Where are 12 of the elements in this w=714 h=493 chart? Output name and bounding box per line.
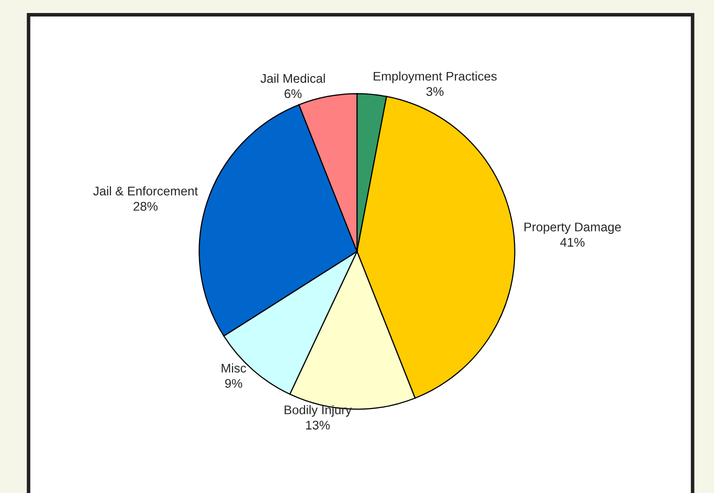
slice-label: Employment Practices — [374, 71, 497, 84]
slice-label: Jail & Enforcement — [93, 186, 198, 196]
data-label: 3% — [426, 87, 444, 96]
data-label: 28% — [134, 202, 158, 211]
slice-label: Misc — [222, 363, 246, 373]
slice-label: Bodily Injury — [284, 405, 352, 417]
data-label: 6% — [284, 89, 302, 98]
slice-label: Property Damage — [524, 222, 621, 234]
data-label: 13% — [306, 420, 330, 430]
slice-label: Jail Medical — [260, 74, 325, 83]
data-label: 41% — [560, 238, 585, 247]
data-label: 9% — [225, 379, 242, 388]
